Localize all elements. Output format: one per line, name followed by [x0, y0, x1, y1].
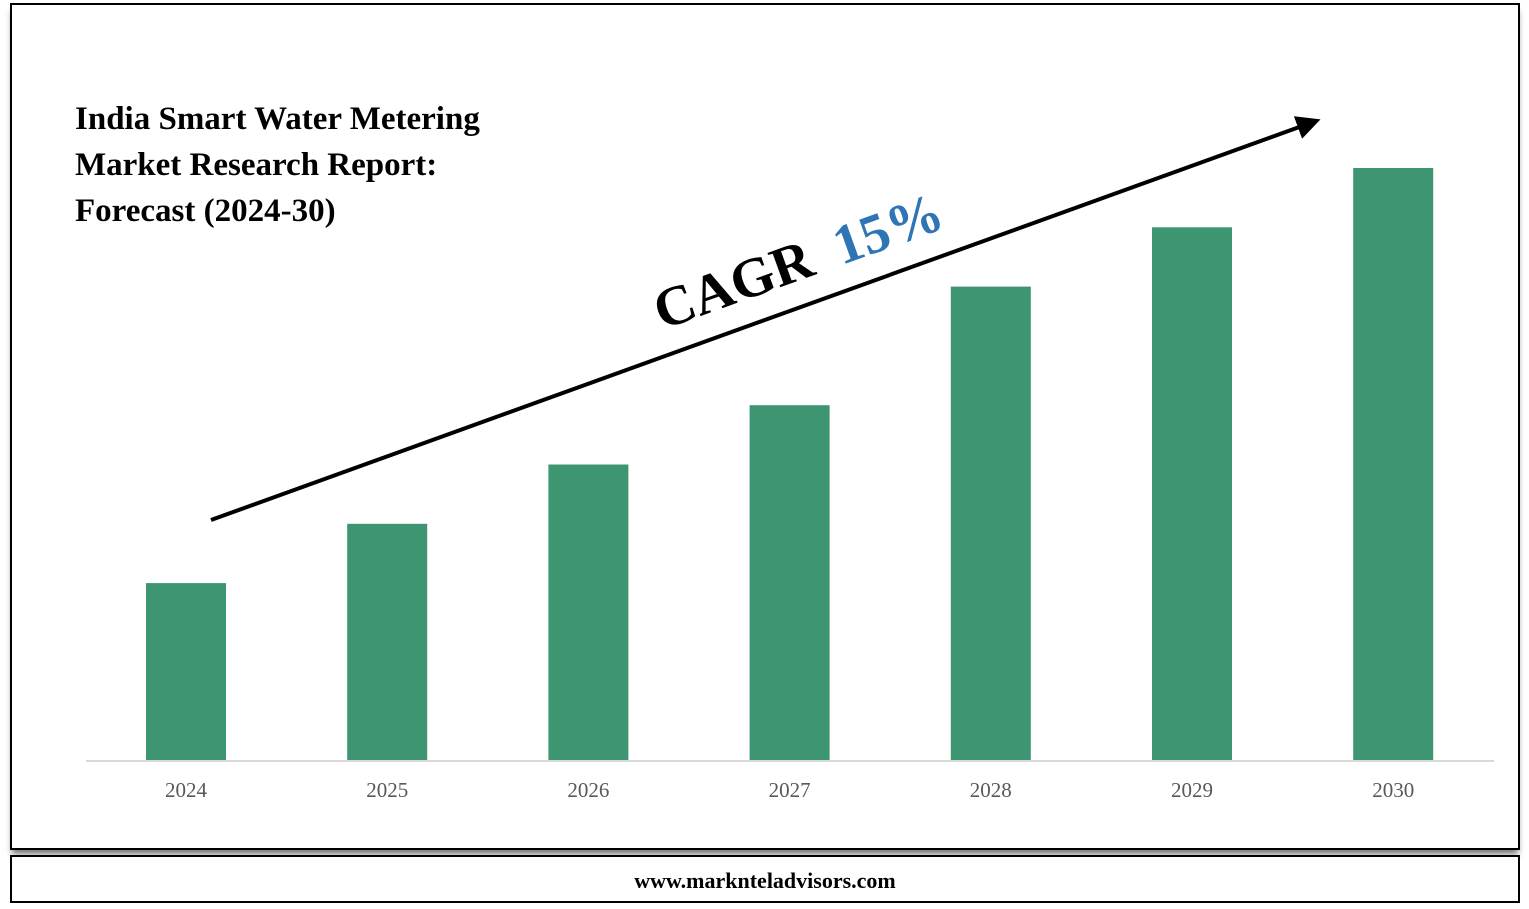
- footer-url[interactable]: www.marknteladvisors.com: [634, 868, 896, 893]
- x-tick-label-2024: 2024: [165, 778, 208, 802]
- x-tick-label-2025: 2025: [366, 778, 408, 802]
- x-tick-label-2029: 2029: [1171, 778, 1213, 802]
- cagr-value: 15%: [825, 181, 951, 277]
- bar-2025: [347, 523, 428, 761]
- bar-2026: [548, 464, 629, 761]
- x-tick-label-2030: 2030: [1372, 778, 1414, 802]
- x-tick-label-2028: 2028: [970, 778, 1012, 802]
- bar-2028: [950, 286, 1031, 761]
- title-line-1: India Smart Water Metering: [75, 101, 480, 137]
- title-line-3: Forecast (2024-30): [75, 193, 336, 229]
- chart-title: India Smart Water Metering Market Resear…: [75, 96, 595, 234]
- x-tick-label-2026: 2026: [567, 778, 609, 802]
- trend-arrow: [210, 116, 1321, 522]
- x-tick-label-2027: 2027: [769, 778, 811, 802]
- footer-bar: www.marknteladvisors.com: [10, 855, 1520, 903]
- chart-canvas: 2024 2025 2026 2027 2028 2029 2030 CAGR 15%: [86, 116, 1494, 802]
- title-line-2: Market Research Report:: [75, 147, 438, 183]
- bar-2030: [1353, 168, 1434, 761]
- bar-2029: [1152, 227, 1232, 762]
- cagr-annotation: CAGR 15%: [645, 181, 951, 342]
- bar-group: [146, 168, 1434, 762]
- bar-2024: [146, 583, 226, 761]
- bar-2027: [749, 405, 830, 761]
- cagr-prefix: CAGR: [645, 228, 822, 342]
- x-tick-labels: 2024 2025 2026 2027 2028 2029 2030: [165, 778, 1414, 802]
